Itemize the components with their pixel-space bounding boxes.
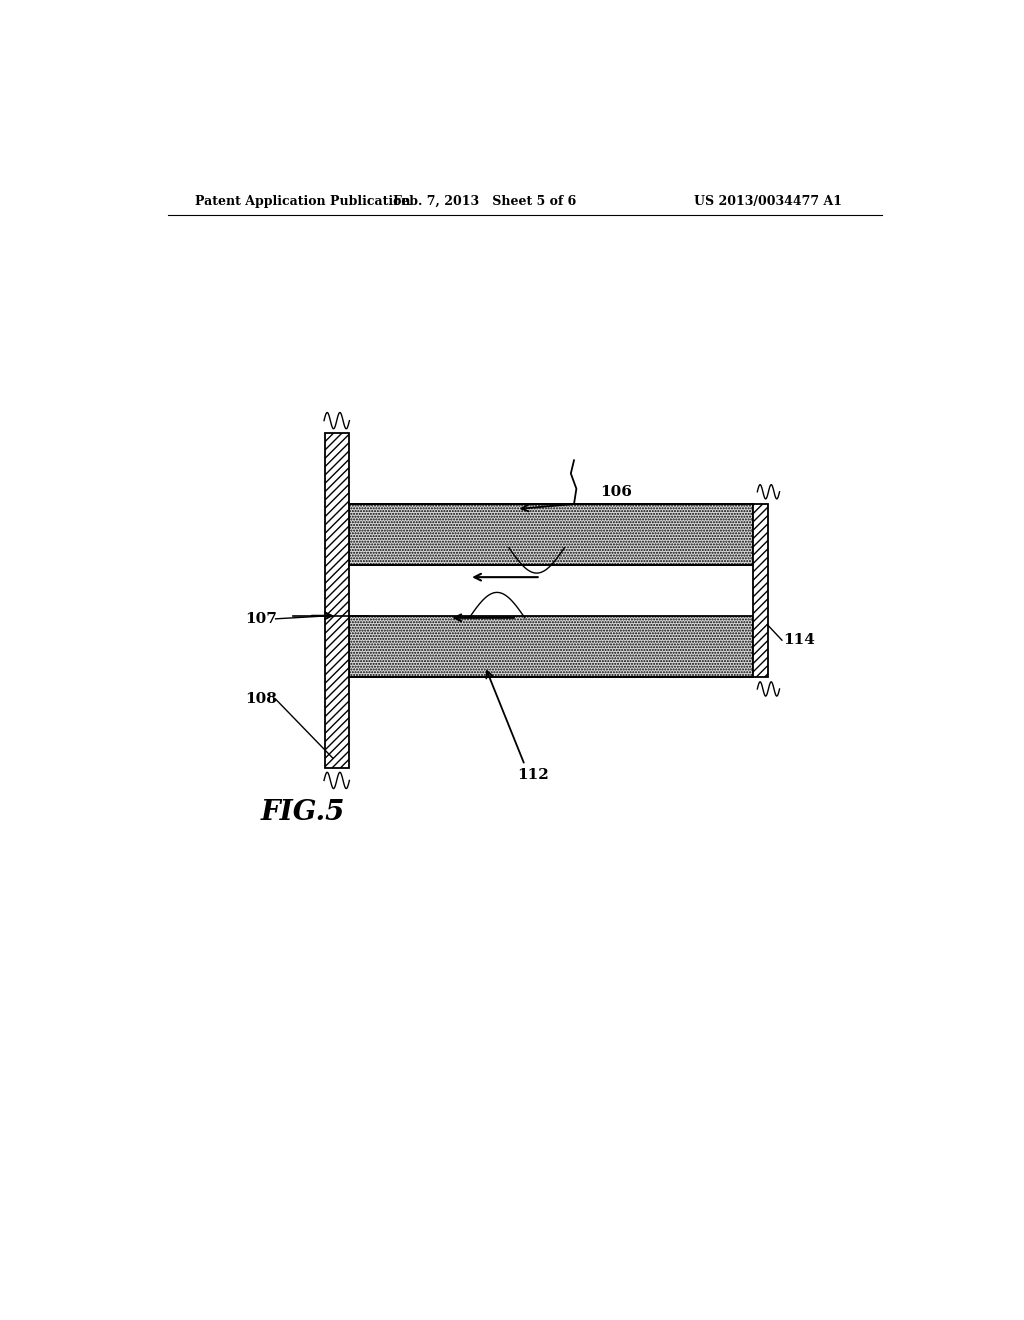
Text: 107: 107 bbox=[246, 612, 278, 626]
Text: 106: 106 bbox=[600, 484, 632, 499]
Text: FIG.5: FIG.5 bbox=[260, 800, 345, 826]
Bar bbox=[348, 615, 754, 677]
Bar bbox=[348, 504, 754, 565]
Bar bbox=[325, 433, 348, 768]
Text: 108: 108 bbox=[246, 692, 278, 706]
Text: 114: 114 bbox=[782, 634, 815, 647]
Text: US 2013/0034477 A1: US 2013/0034477 A1 bbox=[694, 194, 842, 207]
Text: Feb. 7, 2013   Sheet 5 of 6: Feb. 7, 2013 Sheet 5 of 6 bbox=[393, 194, 577, 207]
Text: Patent Application Publication: Patent Application Publication bbox=[196, 194, 411, 207]
Bar bbox=[348, 565, 754, 677]
Bar bbox=[754, 504, 768, 677]
Text: 112: 112 bbox=[517, 768, 549, 783]
